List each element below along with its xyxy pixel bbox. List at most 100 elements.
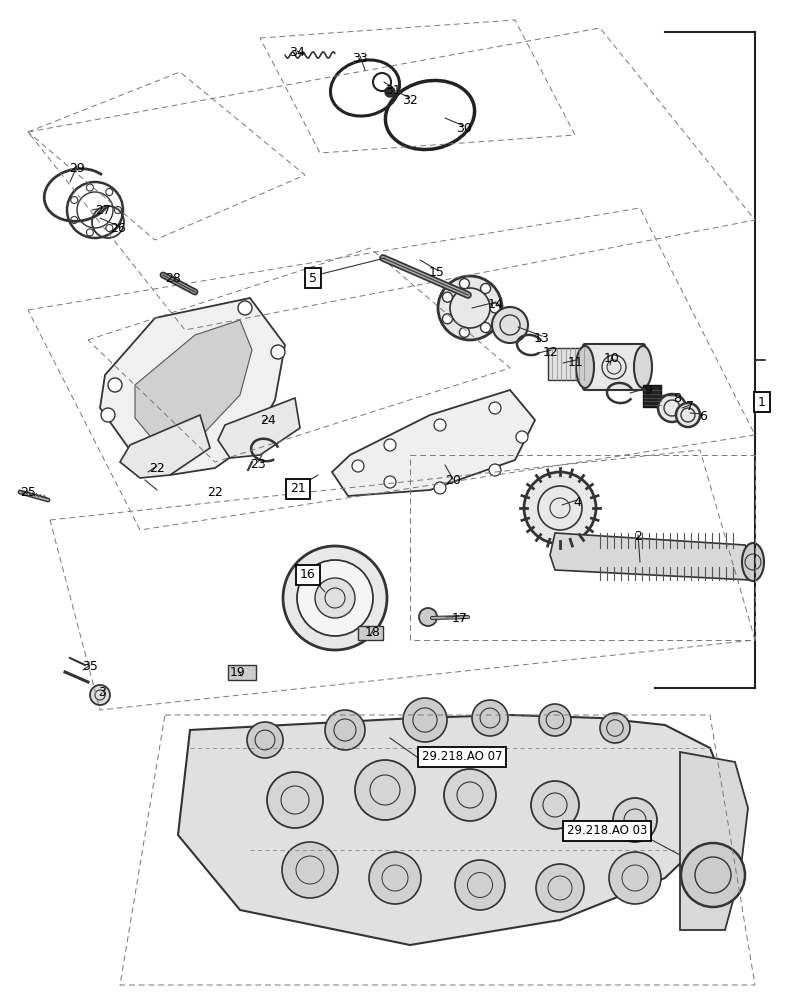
Circle shape — [267, 772, 323, 828]
Text: 9: 9 — [644, 383, 652, 396]
Circle shape — [481, 283, 490, 293]
Bar — [228, 665, 256, 680]
Circle shape — [536, 864, 584, 912]
Text: 5: 5 — [309, 271, 317, 284]
Circle shape — [438, 276, 502, 340]
Circle shape — [385, 87, 395, 97]
Circle shape — [419, 608, 437, 626]
Circle shape — [325, 710, 365, 750]
Circle shape — [315, 578, 355, 618]
Circle shape — [101, 408, 115, 422]
Text: 7: 7 — [686, 400, 694, 414]
Text: 31: 31 — [385, 84, 401, 97]
Circle shape — [516, 431, 528, 443]
Text: 13: 13 — [534, 332, 550, 344]
Circle shape — [297, 560, 373, 636]
Text: 26: 26 — [110, 222, 126, 234]
Circle shape — [459, 327, 470, 337]
Circle shape — [539, 704, 571, 736]
Circle shape — [384, 439, 396, 451]
Circle shape — [255, 412, 271, 428]
Text: 29.218.AO 03: 29.218.AO 03 — [567, 824, 647, 838]
Polygon shape — [218, 398, 300, 458]
Text: 14: 14 — [488, 298, 504, 310]
Circle shape — [434, 482, 446, 494]
Circle shape — [600, 713, 630, 743]
Text: 29: 29 — [69, 161, 85, 174]
Text: 17: 17 — [452, 611, 468, 624]
Text: 8: 8 — [673, 391, 681, 404]
Circle shape — [108, 378, 122, 392]
FancyBboxPatch shape — [583, 344, 645, 390]
Text: 22: 22 — [207, 486, 223, 498]
Text: 21: 21 — [290, 483, 306, 495]
Text: 35: 35 — [82, 660, 98, 674]
Polygon shape — [332, 390, 535, 496]
Ellipse shape — [634, 346, 652, 388]
Circle shape — [613, 798, 657, 842]
Text: 18: 18 — [365, 626, 381, 639]
Circle shape — [403, 698, 447, 742]
Circle shape — [271, 345, 285, 359]
Text: 23: 23 — [250, 458, 266, 471]
Polygon shape — [100, 298, 285, 475]
Bar — [548, 348, 588, 380]
Circle shape — [531, 781, 579, 829]
Text: 28: 28 — [165, 271, 181, 284]
Circle shape — [352, 460, 364, 472]
Text: 32: 32 — [402, 94, 418, 106]
Circle shape — [282, 842, 338, 898]
Polygon shape — [178, 715, 725, 945]
Circle shape — [355, 760, 415, 820]
Text: 34: 34 — [289, 46, 305, 60]
Circle shape — [444, 769, 496, 821]
Circle shape — [481, 323, 490, 333]
Polygon shape — [680, 752, 748, 930]
Circle shape — [681, 843, 745, 907]
Circle shape — [384, 476, 396, 488]
Text: 3: 3 — [98, 686, 106, 700]
Circle shape — [609, 852, 661, 904]
Text: 24: 24 — [260, 414, 276, 426]
Text: 6: 6 — [699, 410, 707, 422]
Circle shape — [489, 402, 501, 414]
Text: 12: 12 — [543, 346, 559, 359]
Text: 15: 15 — [429, 265, 445, 278]
Circle shape — [472, 700, 508, 736]
Circle shape — [676, 403, 700, 427]
Circle shape — [90, 685, 110, 705]
Circle shape — [247, 722, 283, 758]
Circle shape — [490, 303, 500, 313]
Ellipse shape — [742, 543, 764, 581]
Text: 2: 2 — [634, 530, 642, 544]
Text: 1: 1 — [758, 395, 766, 408]
Text: 25: 25 — [20, 487, 36, 499]
Text: 27: 27 — [95, 204, 111, 217]
Text: 22: 22 — [149, 462, 165, 475]
Circle shape — [434, 419, 446, 431]
Polygon shape — [120, 415, 210, 478]
Circle shape — [492, 307, 528, 343]
Text: 11: 11 — [568, 356, 584, 368]
Circle shape — [455, 860, 505, 910]
Polygon shape — [135, 320, 252, 448]
Circle shape — [459, 279, 470, 289]
Ellipse shape — [576, 346, 594, 388]
Text: 4: 4 — [573, 495, 581, 508]
Circle shape — [283, 546, 387, 650]
Circle shape — [658, 394, 686, 422]
Text: 10: 10 — [604, 352, 620, 364]
Text: 16: 16 — [300, 568, 316, 582]
Text: 19: 19 — [230, 666, 246, 680]
Circle shape — [489, 464, 501, 476]
Text: 33: 33 — [352, 51, 368, 64]
Bar — [358, 626, 383, 640]
Circle shape — [238, 301, 252, 315]
Polygon shape — [550, 533, 755, 580]
Circle shape — [369, 852, 421, 904]
Circle shape — [442, 314, 453, 324]
Text: 30: 30 — [456, 121, 472, 134]
Text: 20: 20 — [445, 475, 461, 488]
Text: 29.218.AO 07: 29.218.AO 07 — [422, 750, 502, 764]
Bar — [643, 385, 661, 407]
